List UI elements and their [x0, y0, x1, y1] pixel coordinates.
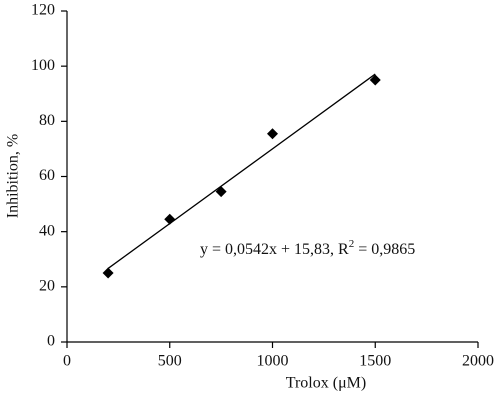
x-axis-label: Trolox (μM): [286, 375, 366, 392]
data-point: [369, 74, 381, 86]
y-tick-label: 0: [47, 333, 55, 350]
equation-annotation: y = 0,0542x + 15,83, R2 = 0,9865: [200, 238, 415, 258]
y-tick-label: 20: [39, 278, 55, 295]
x-tick-label: 1500: [359, 353, 391, 370]
y-tick-label: 40: [39, 222, 55, 239]
equation-text: = 0,9865: [354, 241, 415, 258]
x-tick-label: 1000: [257, 353, 289, 370]
data-point: [215, 186, 227, 198]
x-tick-label: 500: [158, 353, 182, 370]
x-tick-label: 0: [63, 353, 71, 370]
y-tick-label: 120: [31, 2, 55, 19]
equation-text: y = 0,0542x + 15,83, R: [200, 241, 349, 258]
data-point: [164, 213, 176, 225]
y-tick-label: 100: [31, 57, 55, 74]
data-point: [102, 267, 114, 279]
data-point: [267, 128, 278, 140]
x-tick-label: 2000: [462, 353, 494, 370]
y-axis-label: Inhibition, %: [5, 134, 22, 218]
trendline: [107, 73, 376, 269]
y-tick-label: 60: [39, 167, 55, 184]
y-tick-label: 80: [39, 112, 55, 129]
equation-superscript: 2: [349, 238, 355, 250]
